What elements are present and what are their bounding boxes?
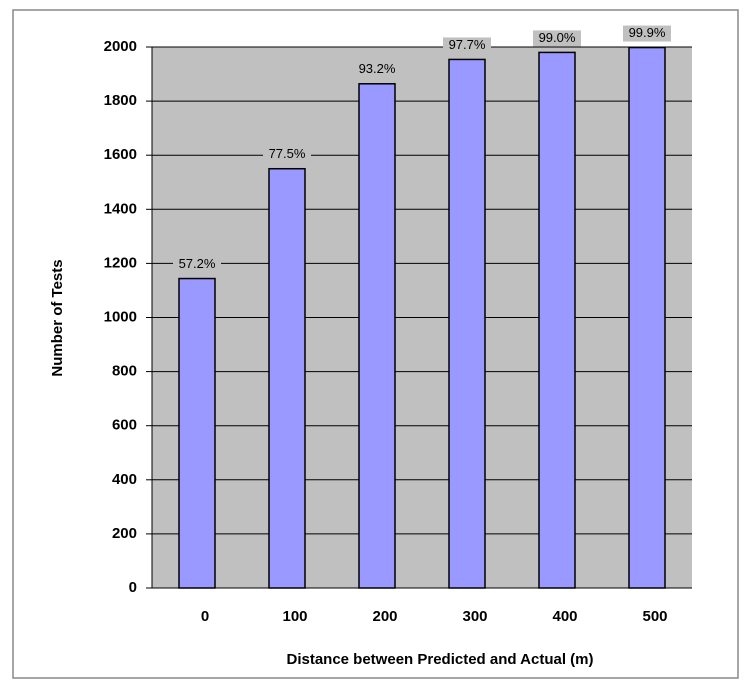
- x-tick-label: 100: [282, 608, 307, 625]
- bar-label: 99.9%: [629, 25, 666, 40]
- y-tick-label: 200: [112, 525, 137, 542]
- bar-label: 97.7%: [449, 37, 486, 52]
- bar: [538, 51, 576, 589]
- y-tick-label: 600: [112, 417, 137, 434]
- bar-label-bg: [623, 25, 671, 42]
- bar-label: 77.5%: [269, 146, 306, 161]
- x-tick-label: 500: [642, 608, 667, 625]
- x-tick-label: 0: [201, 608, 209, 625]
- bar-label: 99.0%: [539, 30, 576, 45]
- x-axis-title: Distance between Predicted and Actual (m…: [286, 651, 593, 668]
- bar-label-bg: [353, 61, 401, 78]
- y-tick-label: 1600: [104, 146, 137, 163]
- bar: [448, 58, 486, 589]
- y-tick-label: 1400: [104, 200, 137, 217]
- y-tick-label: 1800: [104, 92, 137, 109]
- y-tick-label: 400: [112, 471, 137, 488]
- y-tick-label: 0: [129, 579, 137, 596]
- bar: [358, 83, 396, 589]
- bar-label-bg: [533, 30, 581, 47]
- y-tick-label: 1000: [104, 308, 137, 325]
- bar-label-bg: [263, 146, 311, 163]
- bar-label-bg: [173, 256, 221, 273]
- y-tick-label: 2000: [104, 38, 137, 55]
- bar-label: 57.2%: [179, 256, 216, 271]
- y-axis-title: Number of Tests: [49, 259, 66, 376]
- bar-label: 93.2%: [359, 61, 396, 76]
- y-tick-label: 1200: [104, 254, 137, 271]
- y-tick-label: 800: [112, 363, 137, 380]
- bar: [268, 167, 306, 589]
- bar: [178, 277, 216, 589]
- bar: [628, 46, 666, 589]
- x-tick-label: 300: [462, 608, 487, 625]
- x-tick-label: 200: [372, 608, 397, 625]
- bar-label-bg: [443, 37, 491, 54]
- x-tick-label: 400: [552, 608, 577, 625]
